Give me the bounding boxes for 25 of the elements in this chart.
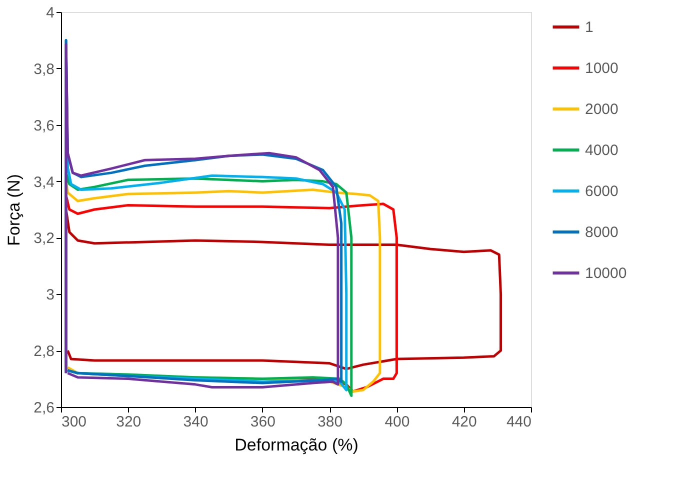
x-tick-label: 320 [116, 414, 142, 430]
legend-label: 8000 [585, 224, 618, 241]
x-tick-label: 300 [62, 414, 87, 430]
y-tick-label: 3 [46, 286, 54, 304]
y-tick-label: 3,2 [34, 230, 54, 248]
legend-label: 6000 [585, 183, 618, 200]
legend-label: 1 [585, 19, 594, 36]
y-tick-label: 3,4 [34, 174, 54, 191]
x-tick-label: 440 [506, 414, 532, 430]
y-tick-label: 3,8 [34, 60, 54, 78]
legend-label: 2000 [585, 101, 618, 118]
x-tick-label: 420 [452, 414, 477, 430]
legend-label: 1000 [585, 60, 618, 77]
x-tick-label: 340 [183, 414, 208, 430]
y-tick-label: 3,6 [34, 117, 54, 134]
x-tick-label: 380 [318, 414, 343, 430]
x-tick-label: 360 [250, 414, 276, 430]
y-axis-title: Força (N) [4, 174, 24, 246]
y-tick-label: 2,8 [34, 343, 54, 360]
x-tick-label: 400 [384, 414, 410, 430]
legend-label: 10000 [585, 265, 627, 282]
y-tick-label: 4 [46, 4, 54, 22]
legend-label: 4000 [585, 142, 618, 159]
x-axis-title: Deformação (%) [234, 436, 358, 454]
y-tick-label: 2,6 [34, 400, 54, 416]
